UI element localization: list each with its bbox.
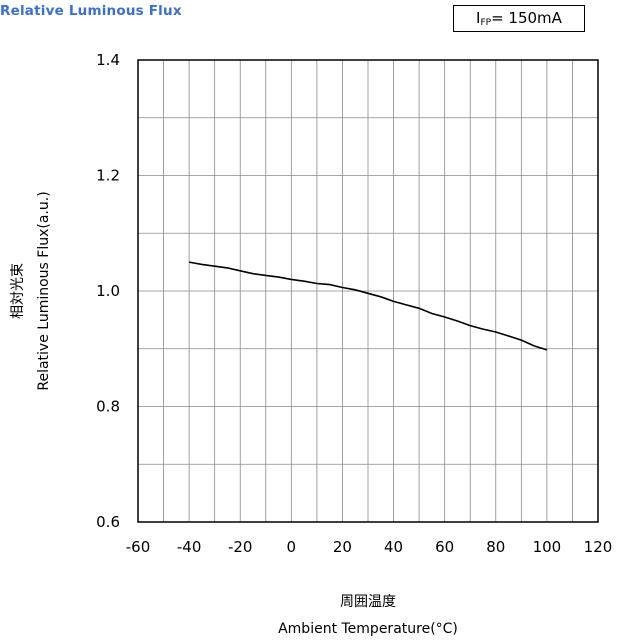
x-tick-label: -60 bbox=[126, 538, 151, 556]
x-tick-label: -40 bbox=[177, 538, 202, 556]
annotation-value: = 150mA bbox=[491, 9, 562, 27]
y-tick-label: 0.8 bbox=[96, 398, 120, 416]
x-tick-label: 60 bbox=[435, 538, 454, 556]
x-tick-label: 120 bbox=[584, 538, 613, 556]
y-axis-label-jp: 相対光束 bbox=[10, 263, 26, 319]
y-tick-labels: 0.6 0.8 1.0 1.2 1.4 bbox=[96, 51, 120, 531]
x-tick-label: 0 bbox=[287, 538, 297, 556]
x-tick-label: 80 bbox=[486, 538, 505, 556]
condition-annotation: IFP= 150mA bbox=[453, 5, 585, 32]
y-tick-label: 1.2 bbox=[96, 167, 120, 185]
x-axis-label-jp: 周囲温度 bbox=[340, 594, 396, 610]
x-tick-label: 100 bbox=[533, 538, 562, 556]
x-tick-label: -20 bbox=[228, 538, 253, 556]
plot-frame bbox=[137, 59, 599, 523]
y-axis-label: Relative Luminous Flux(a.u.) bbox=[36, 191, 52, 390]
y-tick-label: 1.4 bbox=[96, 51, 120, 69]
series-line bbox=[188, 261, 548, 351]
grid bbox=[138, 60, 598, 522]
x-tick-labels: -60 -40 -20 0 20 40 60 80 100 120 bbox=[126, 538, 613, 556]
y-tick-label: 1.0 bbox=[96, 282, 120, 300]
y-tick-label: 0.6 bbox=[96, 513, 120, 531]
x-axis-label: Ambient Temperature(°C) bbox=[278, 621, 458, 637]
chart-title: Relative Luminous Flux bbox=[0, 3, 182, 19]
x-tick-label: 40 bbox=[384, 538, 403, 556]
x-tick-label: 20 bbox=[333, 538, 352, 556]
annotation-subscript: FP bbox=[480, 18, 492, 28]
annotation-symbol: I bbox=[476, 9, 481, 27]
